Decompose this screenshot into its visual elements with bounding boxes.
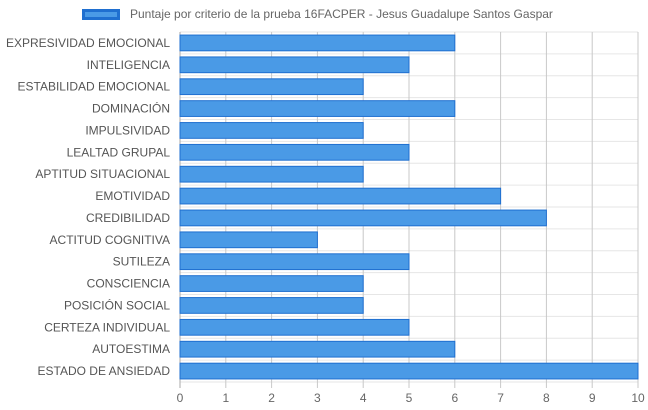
bar — [179, 165, 364, 183]
category-label: DOMINACIÓN — [92, 101, 170, 116]
legend[interactable]: Puntaje por criterio de la prueba 16FACP… — [82, 6, 553, 22]
bar — [179, 34, 456, 52]
x-tick-label: 10 — [631, 391, 645, 405]
x-tick-label: 3 — [314, 391, 321, 405]
category-label: SUTILEZA — [113, 255, 170, 269]
category-label: CERTEZA INDIVIDUAL — [44, 320, 170, 334]
x-tick-label: 6 — [451, 391, 458, 405]
category-label: IMPULSIVIDAD — [85, 123, 170, 137]
category-label: LEALTAD GRUPAL — [67, 145, 171, 159]
bar — [179, 231, 318, 249]
x-tick-label: 1 — [222, 391, 229, 405]
category-label: CREDIBILIDAD — [86, 211, 170, 225]
bar — [179, 143, 410, 161]
x-tick-label: 9 — [589, 391, 596, 405]
bar — [179, 78, 364, 96]
bar — [179, 56, 410, 74]
category-label: AUTOESTIMA — [92, 342, 170, 356]
category-label: ESTABILIDAD EMOCIONAL — [18, 80, 171, 94]
x-tick-label: 7 — [497, 391, 504, 405]
category-label: POSICIÓN SOCIAL — [64, 297, 170, 312]
category-label: ACTITUD COGNITIVA — [50, 233, 170, 247]
bar — [179, 362, 639, 380]
bar — [179, 122, 364, 139]
legend-swatch — [82, 8, 120, 20]
bar — [179, 100, 456, 117]
legend-label: Puntaje por criterio de la prueba 16FACP… — [130, 7, 553, 21]
bar — [179, 253, 410, 271]
bar — [179, 209, 547, 227]
x-tick-label: 5 — [406, 391, 413, 405]
category-label: EMOTIVIDAD — [95, 189, 170, 203]
bar — [179, 340, 456, 358]
bar — [179, 318, 410, 336]
bar — [179, 275, 364, 292]
bar — [179, 297, 364, 314]
x-tick-label: 4 — [360, 391, 367, 405]
category-label: INTELIGENCIA — [87, 58, 170, 72]
bar — [179, 187, 502, 205]
category-label: ESTADO DE ANSIEDAD — [38, 364, 171, 378]
category-label: APTITUD SITUACIONAL — [35, 167, 170, 181]
category-label: CONSCIENCIA — [87, 277, 170, 291]
x-tick-label: 2 — [268, 391, 275, 405]
x-tick-label: 8 — [543, 391, 550, 405]
category-label: EXPRESIVIDAD EMOCIONAL — [6, 36, 170, 50]
x-tick-label: 0 — [177, 391, 184, 405]
